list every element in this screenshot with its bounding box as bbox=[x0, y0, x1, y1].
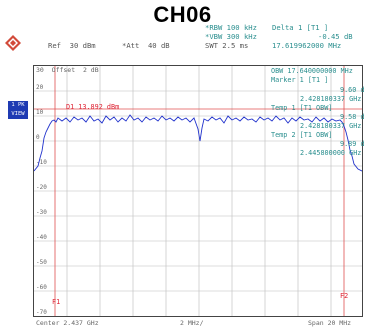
span-per-division: 2 MHz/ bbox=[180, 319, 204, 327]
page-title: CH06 bbox=[153, 2, 212, 27]
f1-flag: F1 bbox=[52, 298, 61, 306]
spectrum-grid bbox=[34, 66, 362, 316]
y-tick: -10 bbox=[36, 159, 47, 166]
temp2-label: Temp 2 [T1 OBW] bbox=[271, 131, 333, 139]
y-tick: 20 bbox=[36, 84, 44, 91]
spectrum-trace bbox=[34, 114, 362, 172]
y-tick: -20 bbox=[36, 184, 47, 191]
span-label: Span 20 MHz bbox=[308, 319, 352, 327]
temp2-freq: 2.445800000 GHz bbox=[300, 149, 362, 157]
y-tick: -30 bbox=[36, 209, 47, 216]
obw-readout: OBW 17.640000000 MHz bbox=[271, 67, 353, 75]
marker1-freq: 2.428180337 GHz bbox=[300, 95, 362, 103]
delta-value: -0.45 dB bbox=[318, 32, 353, 41]
marker1-label: Marker 1 [T1 ] bbox=[271, 76, 329, 84]
y-tick: -70 bbox=[36, 309, 47, 316]
y-tick: 10 bbox=[36, 109, 44, 116]
trace-mode-badge: 1 PK bbox=[8, 101, 28, 110]
d1-label: D1 13.892 dBm bbox=[66, 103, 120, 111]
marker1-level: 9.60 dBm bbox=[340, 86, 365, 94]
y-tick: -60 bbox=[36, 284, 47, 291]
f2-flag: F2 bbox=[340, 292, 349, 300]
temp1-freq: 2.428180337 GHz bbox=[300, 122, 362, 130]
y-tick: 0 bbox=[36, 134, 40, 141]
swt-label: SWT 2.5 ms bbox=[205, 41, 249, 50]
y-tick: -50 bbox=[36, 259, 47, 266]
rohde-schwarz-logo-icon bbox=[5, 35, 21, 51]
vbw-label: *VBW 300 kHz bbox=[205, 32, 257, 41]
trace-view-badge: VIEW bbox=[8, 110, 28, 119]
delta-label: Delta 1 [T1 ] bbox=[272, 23, 329, 32]
temp2-level: 9.89 dBm bbox=[340, 140, 365, 148]
temp1-level: 9.58 dBm bbox=[340, 113, 365, 121]
offset-label: 30 Offset 2 dB bbox=[36, 66, 99, 74]
spectrum-display bbox=[33, 65, 363, 317]
delta-frequency: 17.619962000 MHz bbox=[272, 41, 342, 50]
ref-level-label: Ref 30 dBm bbox=[48, 41, 96, 50]
center-frequency: Center 2.437 GHz bbox=[36, 319, 99, 327]
rbw-label: *RBW 100 kHz bbox=[205, 23, 257, 32]
y-tick: -40 bbox=[36, 234, 47, 241]
attenuation-label: *Att 40 dB bbox=[122, 41, 170, 50]
temp1-label: Temp 1 [T1 OBW] bbox=[271, 104, 333, 112]
